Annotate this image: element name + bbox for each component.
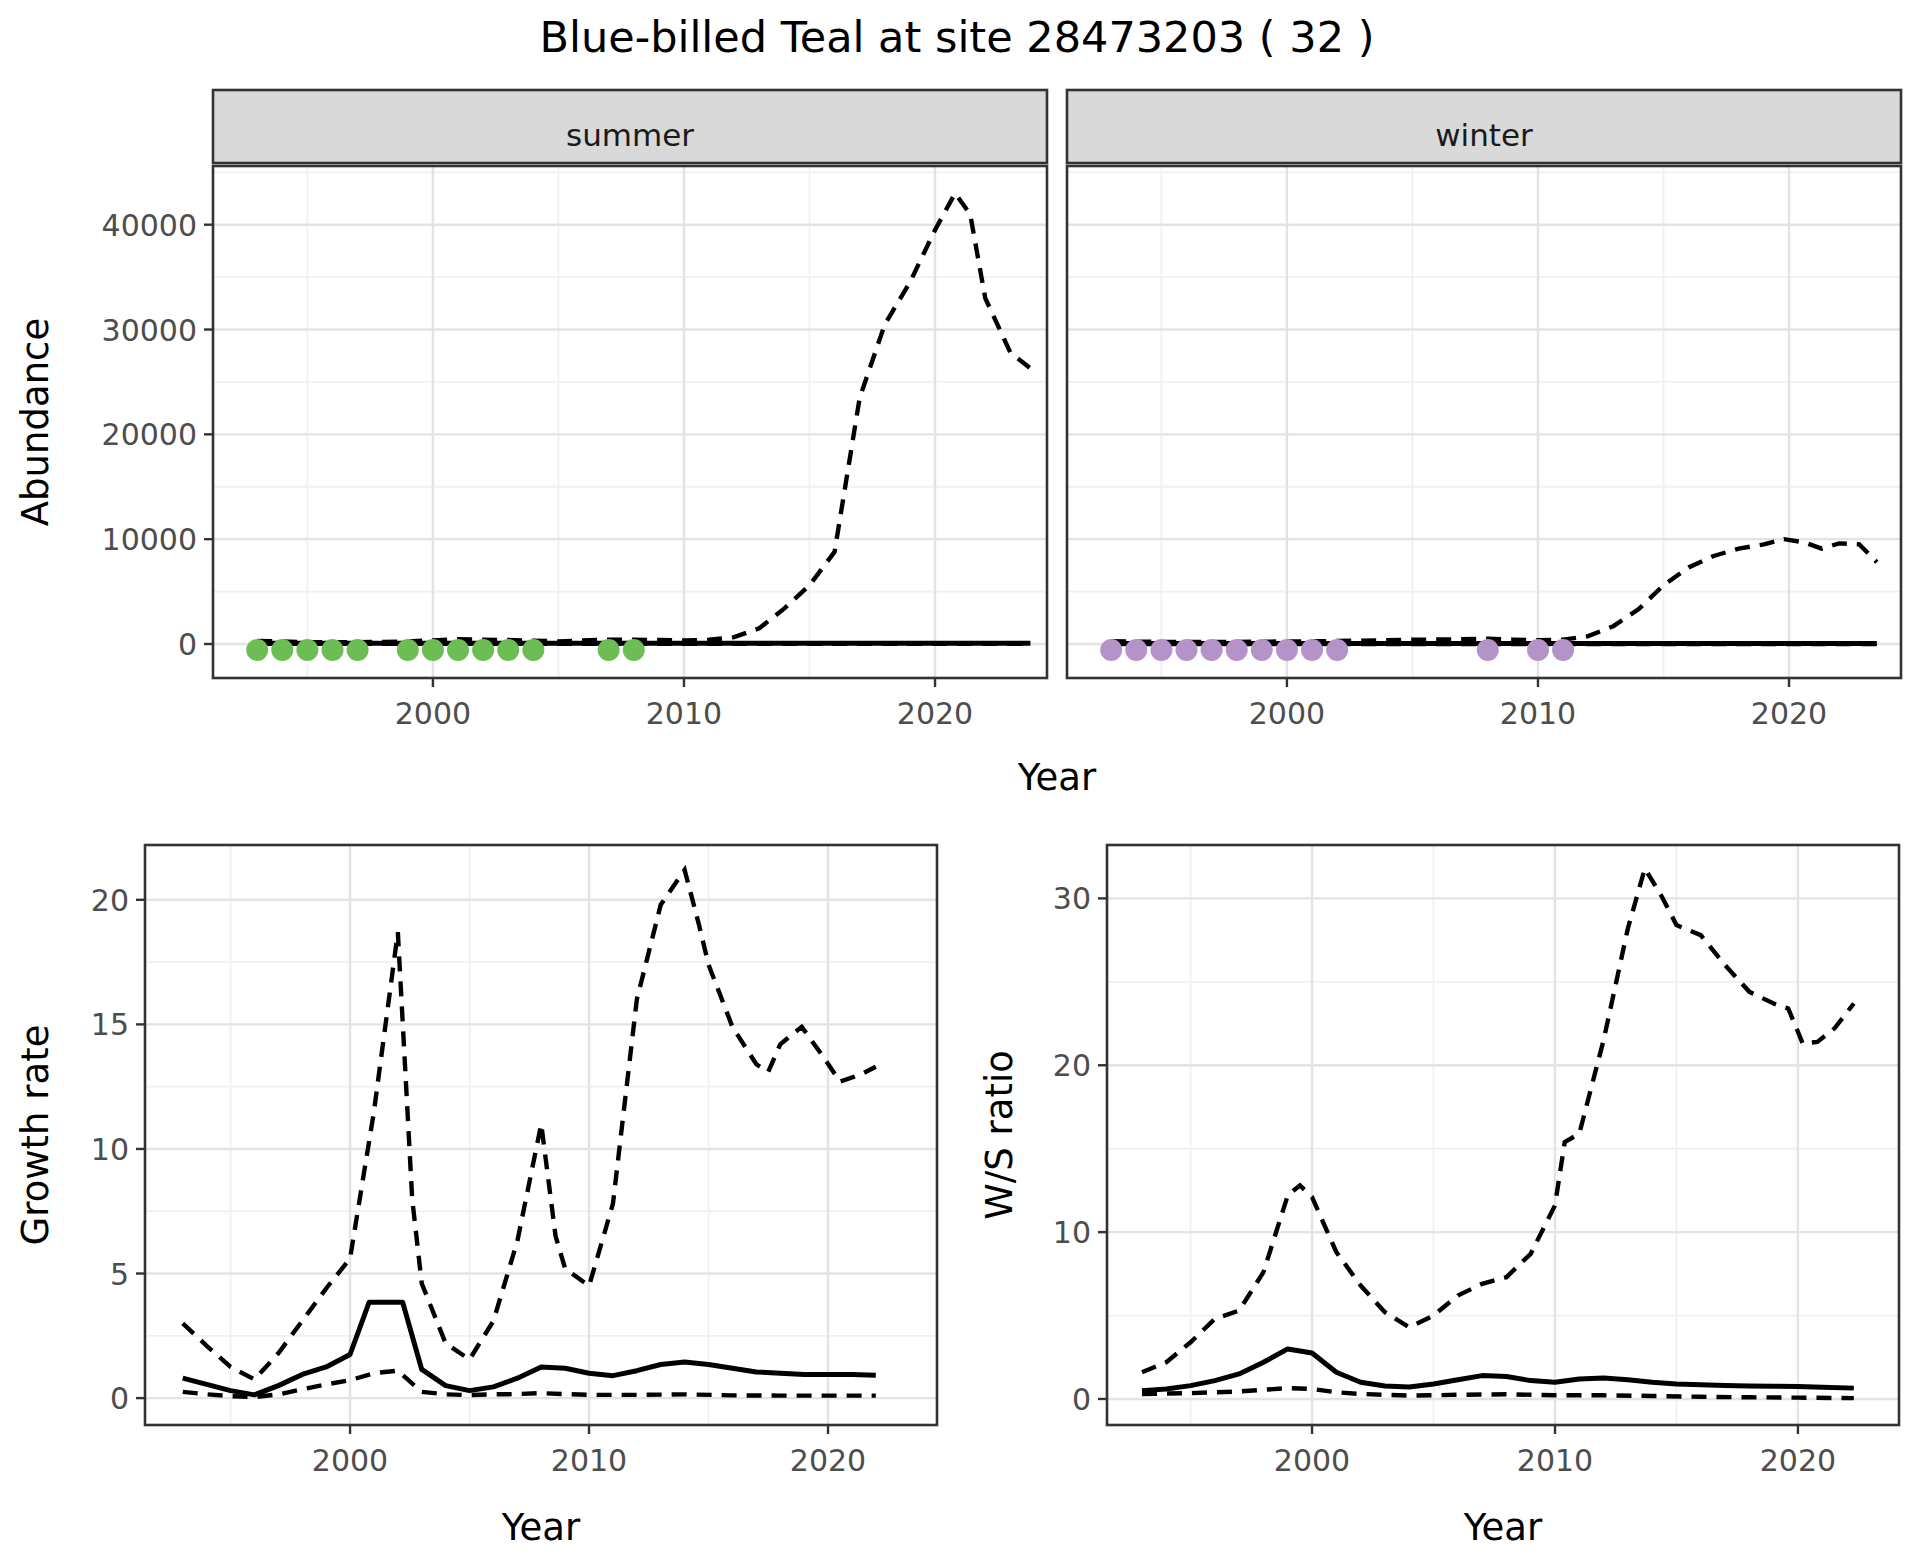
- x-tick-label: 2000: [1274, 1443, 1350, 1478]
- observed-point-summer: [472, 639, 494, 661]
- y-tick-label: 30: [1053, 881, 1091, 916]
- ws-x-axis-title: Year: [1463, 1506, 1543, 1549]
- x-tick-label: 2010: [646, 696, 722, 731]
- facet-strip-label-summer: summer: [566, 117, 694, 153]
- y-tick-label: 10000: [102, 522, 197, 557]
- x-tick-label: 2000: [1249, 696, 1325, 731]
- y-tick-label: 0: [178, 627, 197, 662]
- x-tick-label: 2010: [1500, 696, 1576, 731]
- observed-point-winter: [1301, 639, 1323, 661]
- observed-point-winter: [1251, 639, 1273, 661]
- panel-abundance-summer: [213, 166, 1047, 678]
- y-tick-label: 20: [1053, 1048, 1091, 1083]
- y-tick-label: 20: [91, 883, 129, 918]
- x-tick-label: 2000: [312, 1443, 388, 1478]
- observed-point-summer: [296, 639, 318, 661]
- x-tick-label: 2020: [897, 696, 973, 731]
- y-tick-label: 40000: [102, 208, 197, 243]
- x-tick-label: 2010: [1517, 1443, 1593, 1478]
- observed-point-winter: [1527, 639, 1549, 661]
- growth-x-axis-title: Year: [501, 1506, 581, 1549]
- figure-title: Blue-billed Teal at site 28473203 ( 32 ): [540, 12, 1375, 62]
- observed-point-winter: [1276, 639, 1298, 661]
- y-tick-label: 30000: [102, 313, 197, 348]
- observed-point-summer: [397, 639, 419, 661]
- x-tick-label: 2010: [551, 1443, 627, 1478]
- observed-point-winter: [1326, 639, 1348, 661]
- ws-ratio-y-axis-title: W/S ratio: [978, 1050, 1021, 1220]
- y-tick-label: 5: [110, 1257, 129, 1292]
- figure: 2000201020200100002000030000400002000201…: [0, 0, 1920, 1560]
- y-tick-label: 15: [91, 1007, 129, 1042]
- panel-ws-ratio: [1107, 845, 1899, 1425]
- observed-point-winter: [1125, 639, 1147, 661]
- observed-point-winter: [1100, 639, 1122, 661]
- x-tick-label: 2020: [1751, 696, 1827, 731]
- observed-point-summer: [598, 639, 620, 661]
- observed-point-summer: [322, 639, 344, 661]
- y-tick-label: 20000: [102, 417, 197, 452]
- chart-canvas: 2000201020200100002000030000400002000201…: [0, 0, 1920, 1560]
- top-x-axis-title: Year: [1017, 756, 1097, 799]
- observed-point-summer: [522, 639, 544, 661]
- observed-point-winter: [1176, 639, 1198, 661]
- generated-panels-layer: 2000201020200100002000030000400002000201…: [91, 90, 1901, 1478]
- observed-point-summer: [347, 639, 369, 661]
- panel-abundance-winter: [1067, 166, 1901, 678]
- x-tick-label: 2020: [1760, 1443, 1836, 1478]
- x-tick-label: 2000: [395, 696, 471, 731]
- observed-point-winter: [1201, 639, 1223, 661]
- y-tick-label: 0: [110, 1381, 129, 1416]
- x-tick-label: 2020: [790, 1443, 866, 1478]
- observed-point-summer: [623, 639, 645, 661]
- abundance-y-axis-title: Abundance: [14, 318, 57, 526]
- y-tick-label: 10: [91, 1132, 129, 1167]
- observed-point-winter: [1150, 639, 1172, 661]
- observed-point-summer: [422, 639, 444, 661]
- observed-point-summer: [497, 639, 519, 661]
- observed-point-summer: [246, 639, 268, 661]
- observed-point-winter: [1226, 639, 1248, 661]
- observed-point-winter: [1552, 639, 1574, 661]
- observed-point-summer: [447, 639, 469, 661]
- y-tick-label: 10: [1053, 1215, 1091, 1250]
- observed-point-summer: [271, 639, 293, 661]
- y-tick-label: 0: [1072, 1382, 1091, 1417]
- facet-strip-label-winter: winter: [1435, 117, 1533, 153]
- growth-rate-y-axis-title: Growth rate: [14, 1025, 57, 1246]
- observed-point-winter: [1477, 639, 1499, 661]
